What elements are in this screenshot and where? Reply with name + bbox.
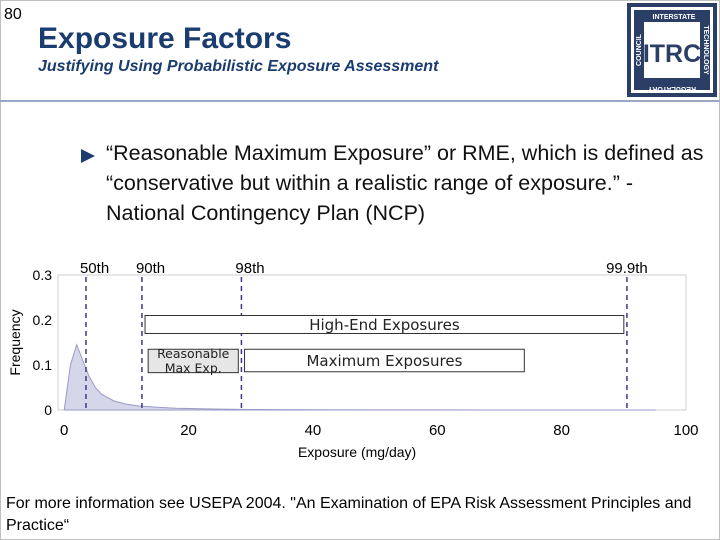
x-tick-label-0: 0 <box>60 422 68 439</box>
slide-number: 80 <box>4 6 22 23</box>
header-rule <box>0 100 720 102</box>
plot-area <box>57 274 687 411</box>
annotation-box-3 <box>244 348 525 373</box>
percentile-label-2: 90th <box>136 260 165 277</box>
x-tick-label-2: 40 <box>305 422 322 439</box>
x-tick-label-4: 80 <box>553 422 570 439</box>
logo-center-text: ITRC <box>643 40 701 68</box>
annotation-label-1-1: High-End Exposures <box>309 316 460 334</box>
density-curve <box>63 343 656 411</box>
itrc-logo: ITRC INTERSTATE REGULATORY TECHNOLOGY CO… <box>627 3 717 97</box>
logo-bottom-text: REGULATORY <box>648 85 696 92</box>
annotation-box-2 <box>147 348 239 374</box>
footer-reference: For more information see USEPA 2004. "An… <box>6 495 692 534</box>
y-tick-label-2: 0.2 <box>33 312 53 328</box>
y-axis-label: Frequency <box>7 309 23 375</box>
percentile-label-4: 99.9th <box>606 260 648 277</box>
bullet-text: “Reasonable Maximum Exposure” or RME, wh… <box>106 141 704 225</box>
x-tick-label-3: 60 <box>429 422 446 439</box>
bullet-arrow-icon <box>81 149 95 163</box>
logo-left-text: COUNCIL <box>636 33 643 66</box>
annotation-box-1 <box>144 315 625 334</box>
y-tick-label-0: 0 <box>44 402 52 418</box>
x-axis-label: Exposure (mg/day) <box>298 444 416 460</box>
percentile-label-3: 98th <box>235 260 264 277</box>
slide-subtitle: Justifying Using Probabilistic Exposure … <box>38 58 439 75</box>
slide-title: Exposure Factors <box>38 22 292 55</box>
y-tick-label-3: 0.3 <box>33 267 53 283</box>
annotation-label-2-2: Max Exp. <box>165 361 222 376</box>
logo-top-text: INTERSTATE <box>653 14 696 21</box>
percentile-label-1: 50th <box>80 260 109 277</box>
annotation-label-3-1: Maximum Exposures <box>306 352 462 370</box>
y-tick-label-1: 0.1 <box>33 357 53 373</box>
annotation-label-2-1: Reasonable <box>157 346 230 361</box>
x-tick-label-5: 100 <box>673 422 698 439</box>
logo-right-text: TECHNOLOGY <box>702 25 709 75</box>
x-tick-label-1: 20 <box>180 422 197 439</box>
